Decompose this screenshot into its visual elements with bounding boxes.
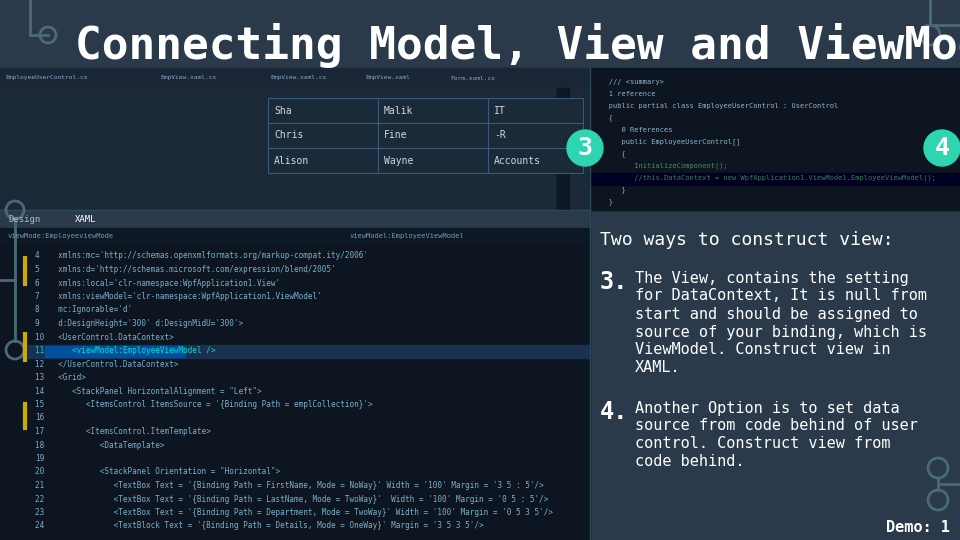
Text: source of your binding, which is: source of your binding, which is (635, 325, 927, 340)
Text: {: { (596, 114, 613, 122)
Text: viewModel:EmployeeViewModel: viewModel:EmployeeViewModel (350, 233, 465, 239)
Text: 9    d:DesignHeight='300' d:DesignMidU='300'>: 9 d:DesignHeight='300' d:DesignMidU='300… (35, 319, 243, 328)
Circle shape (567, 130, 603, 166)
Bar (28, 345, 590, 357)
Bar (488, 148, 583, 173)
Text: 6    xmlns:local='clr-namespace:WpfApplication1.View': 6 xmlns:local='clr-namespace:WpfApplicat… (35, 279, 280, 287)
Text: {: { (596, 151, 626, 157)
Bar (0, 244, 590, 540)
Text: 18            <DataTemplate>: 18 <DataTemplate> (35, 441, 164, 449)
Text: IT: IT (494, 105, 506, 116)
Text: control. Construct view from: control. Construct view from (635, 436, 891, 451)
Bar (0, 0, 960, 68)
Bar (378, 98, 488, 123)
Bar (45, 346, 185, 356)
Text: 23               <TextBox Text = '{Binding Path = Department, Mode = TwoWay}' Wi: 23 <TextBox Text = '{Binding Path = Depa… (35, 508, 553, 517)
Text: 11      <viewModel:EmployeeViewModel />: 11 <viewModel:EmployeeViewModel /> (35, 346, 215, 355)
Bar (557, 88, 569, 210)
Text: }: } (596, 199, 613, 205)
Text: Design: Design (8, 214, 40, 224)
Text: 4: 4 (934, 136, 949, 160)
Text: 8    mc:Ignorable='d': 8 mc:Ignorable='d' (35, 306, 132, 314)
Bar (378, 148, 488, 173)
Text: 4    xmlns:mc='http://schemas.openxmlformats.org/markup-compat.ity/2006': 4 xmlns:mc='http://schemas.openxmlformat… (35, 252, 368, 260)
Bar (268, 123, 378, 148)
Text: 10   <UserControl.DataContext>: 10 <UserControl.DataContext> (35, 333, 174, 341)
Text: EmpView.xaml.cs: EmpView.xaml.cs (160, 76, 216, 80)
Text: Connecting Model, View and ViewModel: Connecting Model, View and ViewModel (75, 24, 960, 69)
Text: code behind.: code behind. (635, 455, 745, 469)
Text: 24               <TextBlock Text = '{Binding Path = Details, Mode = OneWay}' Mar: 24 <TextBlock Text = '{Binding Path = De… (35, 522, 484, 530)
Text: Demo: 1: Demo: 1 (886, 521, 950, 536)
Bar (0, 210, 590, 228)
Text: 3.: 3. (600, 270, 629, 294)
Text: //this.DataContext = new WpfApplication1.ViewModel.EmployeeViewModel();: //this.DataContext = new WpfApplication1… (596, 175, 936, 181)
Text: EmpView.xaml.cs: EmpView.xaml.cs (270, 76, 326, 80)
Text: 3: 3 (578, 136, 592, 160)
Text: Form.xaml.cs: Form.xaml.cs (450, 76, 495, 80)
Text: viewMode:EmployeeviewMode: viewMode:EmployeeviewMode (8, 233, 114, 239)
Text: source from code behind of user: source from code behind of user (635, 418, 918, 434)
Bar (378, 123, 488, 148)
Bar (0, 0, 590, 540)
Text: The View, contains the setting: The View, contains the setting (635, 271, 909, 286)
Text: 22               <TextBox Text = '{Binding Path = LastName, Mode = TwoWay}'  Wid: 22 <TextBox Text = '{Binding Path = Last… (35, 495, 548, 503)
Text: public partial class EmployeeUserControl : UserControl: public partial class EmployeeUserControl… (596, 103, 838, 109)
Text: for DataContext, It is null from: for DataContext, It is null from (635, 288, 927, 303)
Text: ViewModel. Construct view in: ViewModel. Construct view in (635, 342, 891, 357)
Bar (268, 148, 378, 173)
Circle shape (924, 130, 960, 166)
Text: 17         <ItemsControl.ItemTemplate>: 17 <ItemsControl.ItemTemplate> (35, 427, 211, 436)
Text: 1 reference: 1 reference (596, 91, 656, 97)
Text: Two ways to construct view:: Two ways to construct view: (600, 231, 894, 249)
Text: XAML.: XAML. (635, 361, 681, 375)
Text: 5    xmlns:d='http://schemas.microsoft.com/expression/blend/2005': 5 xmlns:d='http://schemas.microsoft.com/… (35, 265, 336, 274)
Text: 16: 16 (35, 414, 44, 422)
Text: 15         <ItemsControl ItemsSource = '{Binding Path = emplCollection}'>: 15 <ItemsControl ItemsSource = '{Binding… (35, 400, 372, 409)
Text: EmpView.xaml: EmpView.xaml (365, 76, 410, 80)
Text: 4.: 4. (600, 400, 629, 424)
Text: 7    xmlns:viewModel='clr-namespace:WpfApplication1.ViewModel': 7 xmlns:viewModel='clr-namespace:WpfAppl… (35, 292, 322, 301)
Text: 14      <StackPanel HorizontalAlignment = "Left">: 14 <StackPanel HorizontalAlignment = "Le… (35, 387, 262, 395)
Bar (0, 88, 590, 210)
Text: 19: 19 (35, 454, 44, 463)
Bar (0, 228, 590, 244)
Bar (488, 98, 583, 123)
Text: 12   </UserControl.DataContext>: 12 </UserControl.DataContext> (35, 360, 179, 368)
Text: Accounts: Accounts (494, 156, 541, 165)
Bar (0, 68, 590, 88)
Text: 0 References: 0 References (596, 127, 673, 133)
Bar (590, 68, 960, 210)
Bar (590, 173, 960, 185)
Text: XAML: XAML (75, 214, 97, 224)
Text: 13   <Grid>: 13 <Grid> (35, 373, 85, 382)
Text: /// <summary>: /// <summary> (596, 79, 664, 85)
Text: Chris: Chris (274, 131, 303, 140)
Text: InitializeComponent();: InitializeComponent(); (596, 163, 728, 169)
Text: public EmployeeUserControl[]: public EmployeeUserControl[] (596, 139, 740, 145)
Text: Wayne: Wayne (384, 156, 414, 165)
Text: Another Option is to set data: Another Option is to set data (635, 401, 900, 415)
Text: Fine: Fine (384, 131, 407, 140)
Text: Alison: Alison (274, 156, 309, 165)
Text: start and should be assigned to: start and should be assigned to (635, 307, 918, 321)
Bar (488, 123, 583, 148)
Bar (268, 98, 378, 123)
Text: 21               <TextBox Text = '{Binding Path = FirstName, Mode = NoWay}' Widt: 21 <TextBox Text = '{Binding Path = Firs… (35, 481, 543, 490)
Text: Sha: Sha (274, 105, 292, 116)
Text: -R: -R (494, 131, 506, 140)
Text: EmployeeUserControl.cs: EmployeeUserControl.cs (5, 76, 87, 80)
Text: Malik: Malik (384, 105, 414, 116)
Text: }: } (596, 187, 626, 193)
Text: 20            <StackPanel Orientation = "Horizontal">: 20 <StackPanel Orientation = "Horizontal… (35, 468, 280, 476)
